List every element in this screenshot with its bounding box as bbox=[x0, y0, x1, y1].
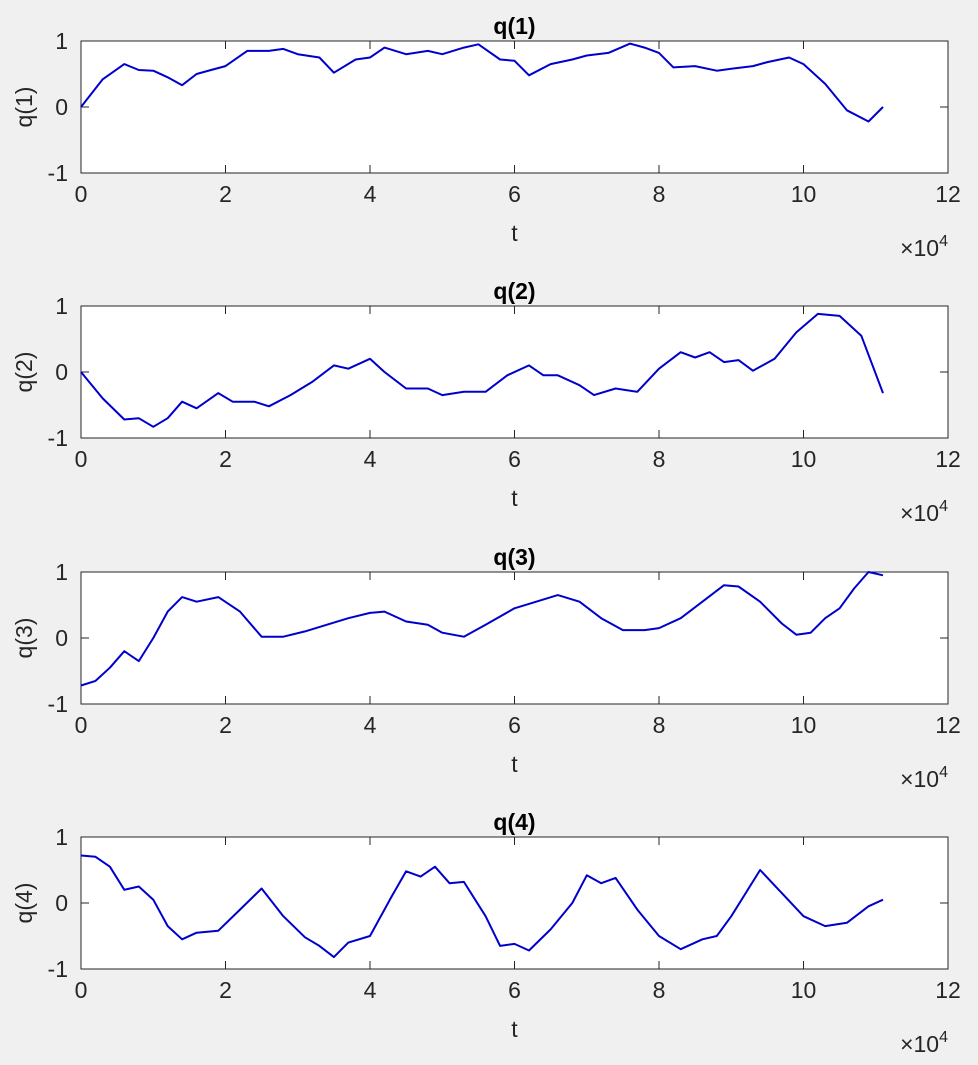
y-axis-label: q(2) bbox=[11, 352, 37, 393]
chart-title: q(3) bbox=[493, 544, 535, 570]
x-tick-label: 8 bbox=[653, 712, 666, 738]
y-tick-label: 0 bbox=[55, 890, 68, 916]
y-axis-label: q(1) bbox=[11, 87, 37, 128]
x-tick-label: 0 bbox=[75, 181, 88, 207]
x-exponent-power: 4 bbox=[939, 233, 948, 250]
y-tick-label: 1 bbox=[55, 293, 68, 319]
x-tick-label: 2 bbox=[219, 446, 232, 472]
y-tick-label: -1 bbox=[48, 160, 68, 186]
x-tick-label: 10 bbox=[791, 977, 817, 1003]
x-exponent-base: ×10 bbox=[900, 1031, 939, 1057]
y-axis-label: q(4) bbox=[11, 883, 37, 924]
x-tick-label: 12 bbox=[935, 181, 961, 207]
x-axis-label: t bbox=[511, 220, 518, 246]
plot-area bbox=[80, 836, 949, 970]
series-line bbox=[80, 312, 884, 428]
x-tick-label: 8 bbox=[653, 181, 666, 207]
x-tick-label: 6 bbox=[508, 446, 521, 472]
x-exponent-label: ×104 bbox=[900, 764, 948, 792]
y-tick-label: -1 bbox=[48, 425, 68, 451]
x-tick-label: 12 bbox=[935, 446, 961, 472]
y-tick-label: 0 bbox=[55, 359, 68, 385]
y-tick-label: -1 bbox=[48, 956, 68, 982]
x-tick-label: 6 bbox=[508, 977, 521, 1003]
x-tick-label: 10 bbox=[791, 446, 817, 472]
x-tick-label: 12 bbox=[935, 977, 961, 1003]
chart-title: q(4) bbox=[493, 809, 535, 835]
x-tick-label: 6 bbox=[508, 181, 521, 207]
x-tick-label: 4 bbox=[364, 977, 377, 1003]
x-tick-label: 4 bbox=[364, 181, 377, 207]
plot-area bbox=[80, 571, 949, 705]
x-tick-label: 2 bbox=[219, 181, 232, 207]
x-tick-label: 10 bbox=[791, 181, 817, 207]
y-tick-label: 1 bbox=[55, 28, 68, 54]
x-exponent-power: 4 bbox=[939, 498, 948, 515]
x-exponent-power: 4 bbox=[939, 764, 948, 781]
y-tick-label: 1 bbox=[55, 824, 68, 850]
x-tick-label: 2 bbox=[219, 977, 232, 1003]
x-tick-label: 0 bbox=[75, 977, 88, 1003]
x-axis-label: t bbox=[511, 751, 518, 777]
x-exponent-label: ×104 bbox=[900, 1029, 948, 1057]
x-exponent-label: ×104 bbox=[900, 498, 948, 526]
x-axis-label: t bbox=[511, 1016, 518, 1042]
series-line bbox=[80, 854, 884, 959]
x-tick-label: 12 bbox=[935, 712, 961, 738]
x-exponent-label: ×104 bbox=[900, 233, 948, 261]
x-tick-label: 2 bbox=[219, 712, 232, 738]
x-tick-label: 10 bbox=[791, 712, 817, 738]
chart-title: q(1) bbox=[493, 13, 535, 39]
x-tick-label: 6 bbox=[508, 712, 521, 738]
y-tick-label: 0 bbox=[55, 625, 68, 651]
x-tick-label: 4 bbox=[364, 712, 377, 738]
series-line bbox=[80, 571, 884, 687]
x-tick-label: 8 bbox=[653, 446, 666, 472]
x-exponent-base: ×10 bbox=[900, 235, 939, 261]
x-exponent-base: ×10 bbox=[900, 500, 939, 526]
x-exponent-base: ×10 bbox=[900, 766, 939, 792]
x-tick-label: 0 bbox=[75, 712, 88, 738]
x-axis-label: t bbox=[511, 485, 518, 511]
y-tick-label: 1 bbox=[55, 559, 68, 585]
y-axis-label: q(3) bbox=[11, 618, 37, 659]
x-tick-label: 4 bbox=[364, 446, 377, 472]
x-tick-label: 0 bbox=[75, 446, 88, 472]
series-line bbox=[80, 42, 884, 123]
chart-title: q(2) bbox=[493, 278, 535, 304]
x-tick-label: 8 bbox=[653, 977, 666, 1003]
y-tick-label: 0 bbox=[55, 94, 68, 120]
x-exponent-power: 4 bbox=[939, 1029, 948, 1046]
y-tick-label: -1 bbox=[48, 691, 68, 717]
